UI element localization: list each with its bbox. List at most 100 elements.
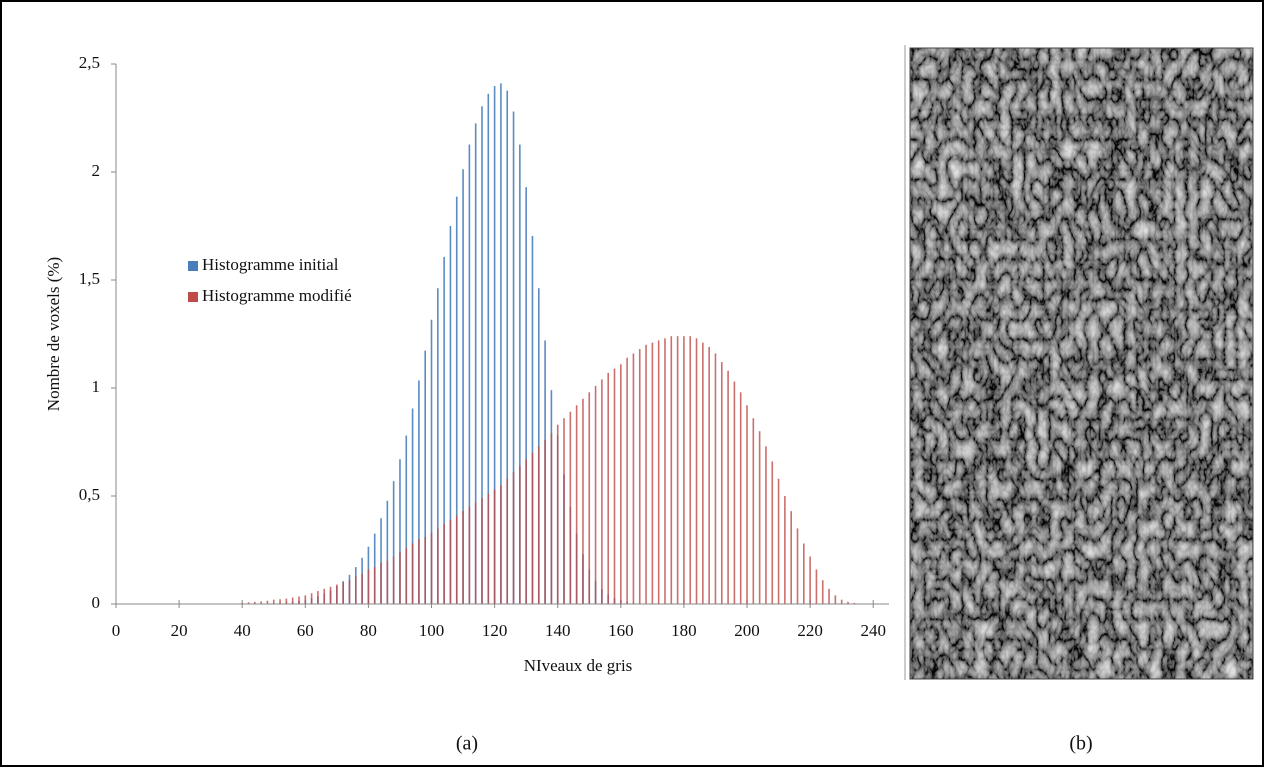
bar — [506, 479, 508, 604]
bar — [323, 589, 325, 604]
bar — [361, 574, 363, 604]
bar — [607, 373, 609, 604]
bar — [355, 576, 357, 604]
x-tick-label: 220 — [797, 621, 823, 640]
bar — [841, 600, 843, 604]
bar — [393, 556, 395, 604]
bar — [462, 511, 464, 604]
bar — [570, 412, 572, 604]
bar — [330, 587, 332, 604]
bar — [797, 528, 799, 604]
x-tick-label: 160 — [608, 621, 634, 640]
x-tick-label: 140 — [545, 621, 571, 640]
bar — [721, 362, 723, 604]
bar — [816, 569, 818, 604]
bar — [481, 498, 483, 604]
bar — [317, 591, 319, 604]
x-tick-label: 80 — [360, 621, 377, 640]
bar — [494, 490, 496, 604]
bar — [538, 446, 540, 604]
bar — [746, 405, 748, 604]
bar — [286, 599, 288, 604]
y-tick-label: 2,5 — [79, 53, 100, 72]
legend-swatch — [188, 261, 198, 271]
bar — [292, 598, 294, 604]
bar — [790, 511, 792, 604]
x-tick-label: 120 — [482, 621, 508, 640]
bar — [689, 336, 691, 604]
bar — [633, 353, 635, 604]
bar — [715, 353, 717, 604]
bar — [588, 392, 590, 604]
legend-label: Histogramme initial — [202, 255, 339, 274]
bar — [582, 399, 584, 604]
bar — [658, 340, 660, 604]
bar — [298, 596, 300, 604]
bar — [595, 386, 597, 604]
bar — [652, 343, 654, 604]
bar — [702, 343, 704, 604]
bar — [708, 347, 710, 604]
bar — [803, 544, 805, 604]
x-tick-label: 40 — [234, 621, 251, 640]
bar — [639, 349, 641, 604]
bar — [374, 567, 376, 604]
panel-caption: (b) — [1069, 733, 1092, 755]
bar — [399, 552, 401, 604]
bar — [387, 561, 389, 604]
bar — [734, 382, 736, 604]
bar — [349, 580, 351, 604]
micrograph — [910, 48, 1253, 679]
bar — [753, 418, 755, 604]
bar — [759, 431, 761, 604]
bar — [405, 548, 407, 604]
bar — [475, 502, 477, 604]
bar — [620, 364, 622, 604]
bar — [614, 369, 616, 604]
bar — [513, 472, 515, 604]
bar — [822, 580, 824, 604]
bar — [305, 595, 307, 604]
x-axis-title: NIveaux de gris — [524, 656, 633, 675]
bar — [601, 379, 603, 604]
bar — [412, 544, 414, 604]
bar — [771, 461, 773, 604]
x-tick-label: 0 — [112, 621, 121, 640]
x-tick-label: 20 — [171, 621, 188, 640]
bar — [576, 405, 578, 604]
bar — [835, 595, 837, 604]
bar — [418, 539, 420, 604]
legend-swatch — [188, 292, 198, 302]
bar — [696, 338, 698, 604]
x-tick-label: 240 — [860, 621, 886, 640]
bar — [683, 336, 685, 604]
bar — [456, 515, 458, 604]
bar — [525, 459, 527, 604]
bar — [809, 556, 811, 604]
bar — [532, 453, 534, 604]
bar — [500, 485, 502, 604]
bar — [557, 425, 559, 604]
bar — [488, 494, 490, 604]
bar — [450, 520, 452, 604]
bar — [740, 392, 742, 604]
bar — [336, 585, 338, 604]
bar — [437, 528, 439, 604]
bar — [443, 524, 445, 604]
bar — [424, 537, 426, 604]
y-tick-label: 0 — [92, 593, 101, 612]
y-tick-label: 1,5 — [79, 269, 100, 288]
x-tick-label: 180 — [671, 621, 697, 640]
bar — [778, 479, 780, 604]
bar — [311, 593, 313, 604]
bar — [551, 433, 553, 604]
bar — [645, 345, 647, 604]
bar — [273, 600, 275, 604]
panel-caption: (a) — [456, 733, 478, 755]
bar — [828, 589, 830, 604]
y-tick-label: 2 — [92, 161, 101, 180]
bar — [664, 338, 666, 604]
bar — [670, 336, 672, 604]
y-axis-title: Nombre de voxels (%) — [44, 257, 63, 411]
